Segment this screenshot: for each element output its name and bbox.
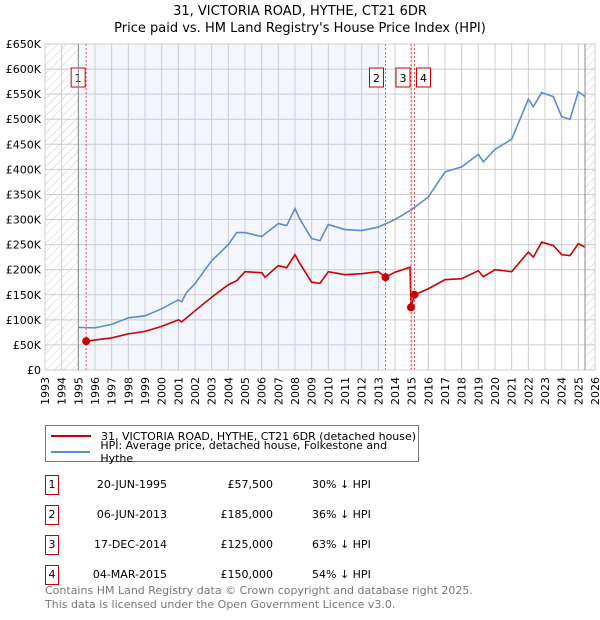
x-tick-label: 2025 <box>572 377 585 405</box>
sale-label-box <box>416 67 431 88</box>
sale-point <box>410 290 419 299</box>
x-tick-label: 2011 <box>339 377 352 405</box>
y-tick-label: £150K <box>6 289 42 302</box>
x-tick-label: 2000 <box>156 377 169 405</box>
sale-number: 1 <box>45 475 59 495</box>
sale-hpi-diff: 36% ↓ HPI <box>312 508 371 521</box>
x-tick-label: 2024 <box>556 377 569 405</box>
sale-hpi-diff: 54% ↓ HPI <box>312 568 371 581</box>
legend-label: HPI: Average price, detached house, Folk… <box>100 439 388 465</box>
x-tick-label: 2026 <box>589 377 600 405</box>
x-tick-label: 2004 <box>222 377 235 405</box>
y-tick-label: £0 <box>27 364 41 377</box>
sale-price: £150,000 <box>220 568 274 581</box>
y-tick-label: £500K <box>6 113 42 126</box>
sale-point <box>82 337 91 346</box>
sale-label-box <box>395 67 411 88</box>
legend-swatch-red <box>51 435 91 437</box>
x-tick-label: 2023 <box>539 377 552 405</box>
x-tick-label: 2017 <box>439 377 452 405</box>
x-tick-label: 1998 <box>122 377 135 405</box>
x-tick-label: 2009 <box>306 377 319 405</box>
y-tick-label: £250K <box>6 239 42 252</box>
legend-item-property: 31, VICTORIA ROAD, HYTHE, CT21 6DR (deta… <box>46 428 416 444</box>
sale-hpi-diff: 63% ↓ HPI <box>312 538 371 551</box>
x-tick-label: 2005 <box>239 377 252 405</box>
x-tick-label: 2018 <box>456 377 469 405</box>
y-tick-label: £400K <box>6 163 42 176</box>
legend-item-hpi: HPI: Average price, detached house, Folk… <box>46 439 418 465</box>
sale-label: 2 <box>373 72 380 85</box>
hpi-line <box>78 90 586 329</box>
x-tick-label: 2021 <box>506 377 519 405</box>
sale-point <box>381 273 390 282</box>
x-tick-label: 2016 <box>422 377 435 405</box>
chart-subtitle: Price paid vs. HM Land Registry's House … <box>114 21 486 36</box>
chart-title: 31, VICTORIA ROAD, HYTHE, CT21 6DR <box>173 4 427 19</box>
sale-row: 3 17-DEC-2014 £125,000 63% ↓ HPI <box>45 535 465 555</box>
sale-number: 3 <box>45 535 59 555</box>
y-tick-label: £350K <box>6 188 42 201</box>
x-tick-label: 2006 <box>256 377 269 405</box>
x-tick-label: 2002 <box>189 377 202 405</box>
y-tick-label: £300K <box>6 214 42 227</box>
sale-label: 3 <box>400 72 407 85</box>
x-tick-label: 2012 <box>356 377 369 405</box>
x-tick-label: 1995 <box>72 377 85 405</box>
y-tick-label: £550K <box>6 88 42 101</box>
y-tick-label: £600K <box>6 63 42 76</box>
plot-border <box>44 43 596 371</box>
hatched-region <box>585 44 595 370</box>
x-tick-label: 1997 <box>106 377 119 405</box>
y-tick-label: £200K <box>6 264 42 277</box>
sale-date: 20-JUN-1995 <box>96 478 167 491</box>
x-tick-label: 1999 <box>139 377 152 405</box>
sale-price: £125,000 <box>220 538 274 551</box>
x-tick-label: 2007 <box>272 377 285 405</box>
x-tick-label: 2013 <box>372 377 385 405</box>
sale-date: 17-DEC-2014 <box>93 538 167 551</box>
x-tick-label: 1993 <box>39 377 52 405</box>
sale-number: 2 <box>45 505 59 525</box>
sale-row: 2 06-JUN-2013 £185,000 36% ↓ HPI <box>45 505 465 525</box>
x-tick-label: 2010 <box>322 377 335 405</box>
sale-date: 04-MAR-2015 <box>92 568 167 581</box>
footer-line: This data is licensed under the Open Gov… <box>45 598 396 611</box>
sale-row: 4 04-MAR-2015 £150,000 54% ↓ HPI <box>45 565 465 585</box>
sale-label: 4 <box>420 72 427 85</box>
price-chart: 1234199319941995199619971998199920002001… <box>6 38 600 405</box>
sale-price: £57,500 <box>227 478 274 491</box>
shaded-region <box>78 44 386 370</box>
sale-hpi-diff: 30% ↓ HPI <box>312 478 371 491</box>
legend: 31, VICTORIA ROAD, HYTHE, CT21 6DR (deta… <box>45 425 419 465</box>
x-tick-label: 2019 <box>472 377 485 405</box>
legend-swatch-blue <box>51 451 91 453</box>
x-tick-label: 2015 <box>406 377 419 405</box>
x-tick-label: 2020 <box>489 377 502 405</box>
y-tick-label: £50K <box>13 339 42 352</box>
sale-row: 1 20-JUN-1995 £57,500 30% ↓ HPI <box>45 475 465 495</box>
x-tick-label: 2001 <box>172 377 185 405</box>
y-tick-label: £100K <box>6 314 42 327</box>
property-price-line <box>86 241 586 342</box>
x-tick-label: 2022 <box>522 377 535 405</box>
sale-label-box <box>369 67 384 88</box>
x-tick-label: 2008 <box>289 377 302 405</box>
sale-number: 4 <box>45 565 59 585</box>
x-tick-label: 2014 <box>389 377 402 405</box>
sale-price: £185,000 <box>220 508 274 521</box>
y-tick-label: £450K <box>6 138 42 151</box>
y-tick-label: £650K <box>6 38 42 51</box>
legend-label: 31, VICTORIA ROAD, HYTHE, CT21 6DR (deta… <box>101 429 417 443</box>
sale-date: 06-JUN-2013 <box>96 508 167 521</box>
sale-point <box>407 303 415 312</box>
footer: Contains HM Land Registry data © Crown c… <box>45 584 473 612</box>
x-tick-label: 1994 <box>56 377 69 405</box>
x-tick-label: 1996 <box>89 377 102 405</box>
footer-line: Contains HM Land Registry data © Crown c… <box>45 584 473 597</box>
x-tick-label: 2003 <box>206 377 219 405</box>
